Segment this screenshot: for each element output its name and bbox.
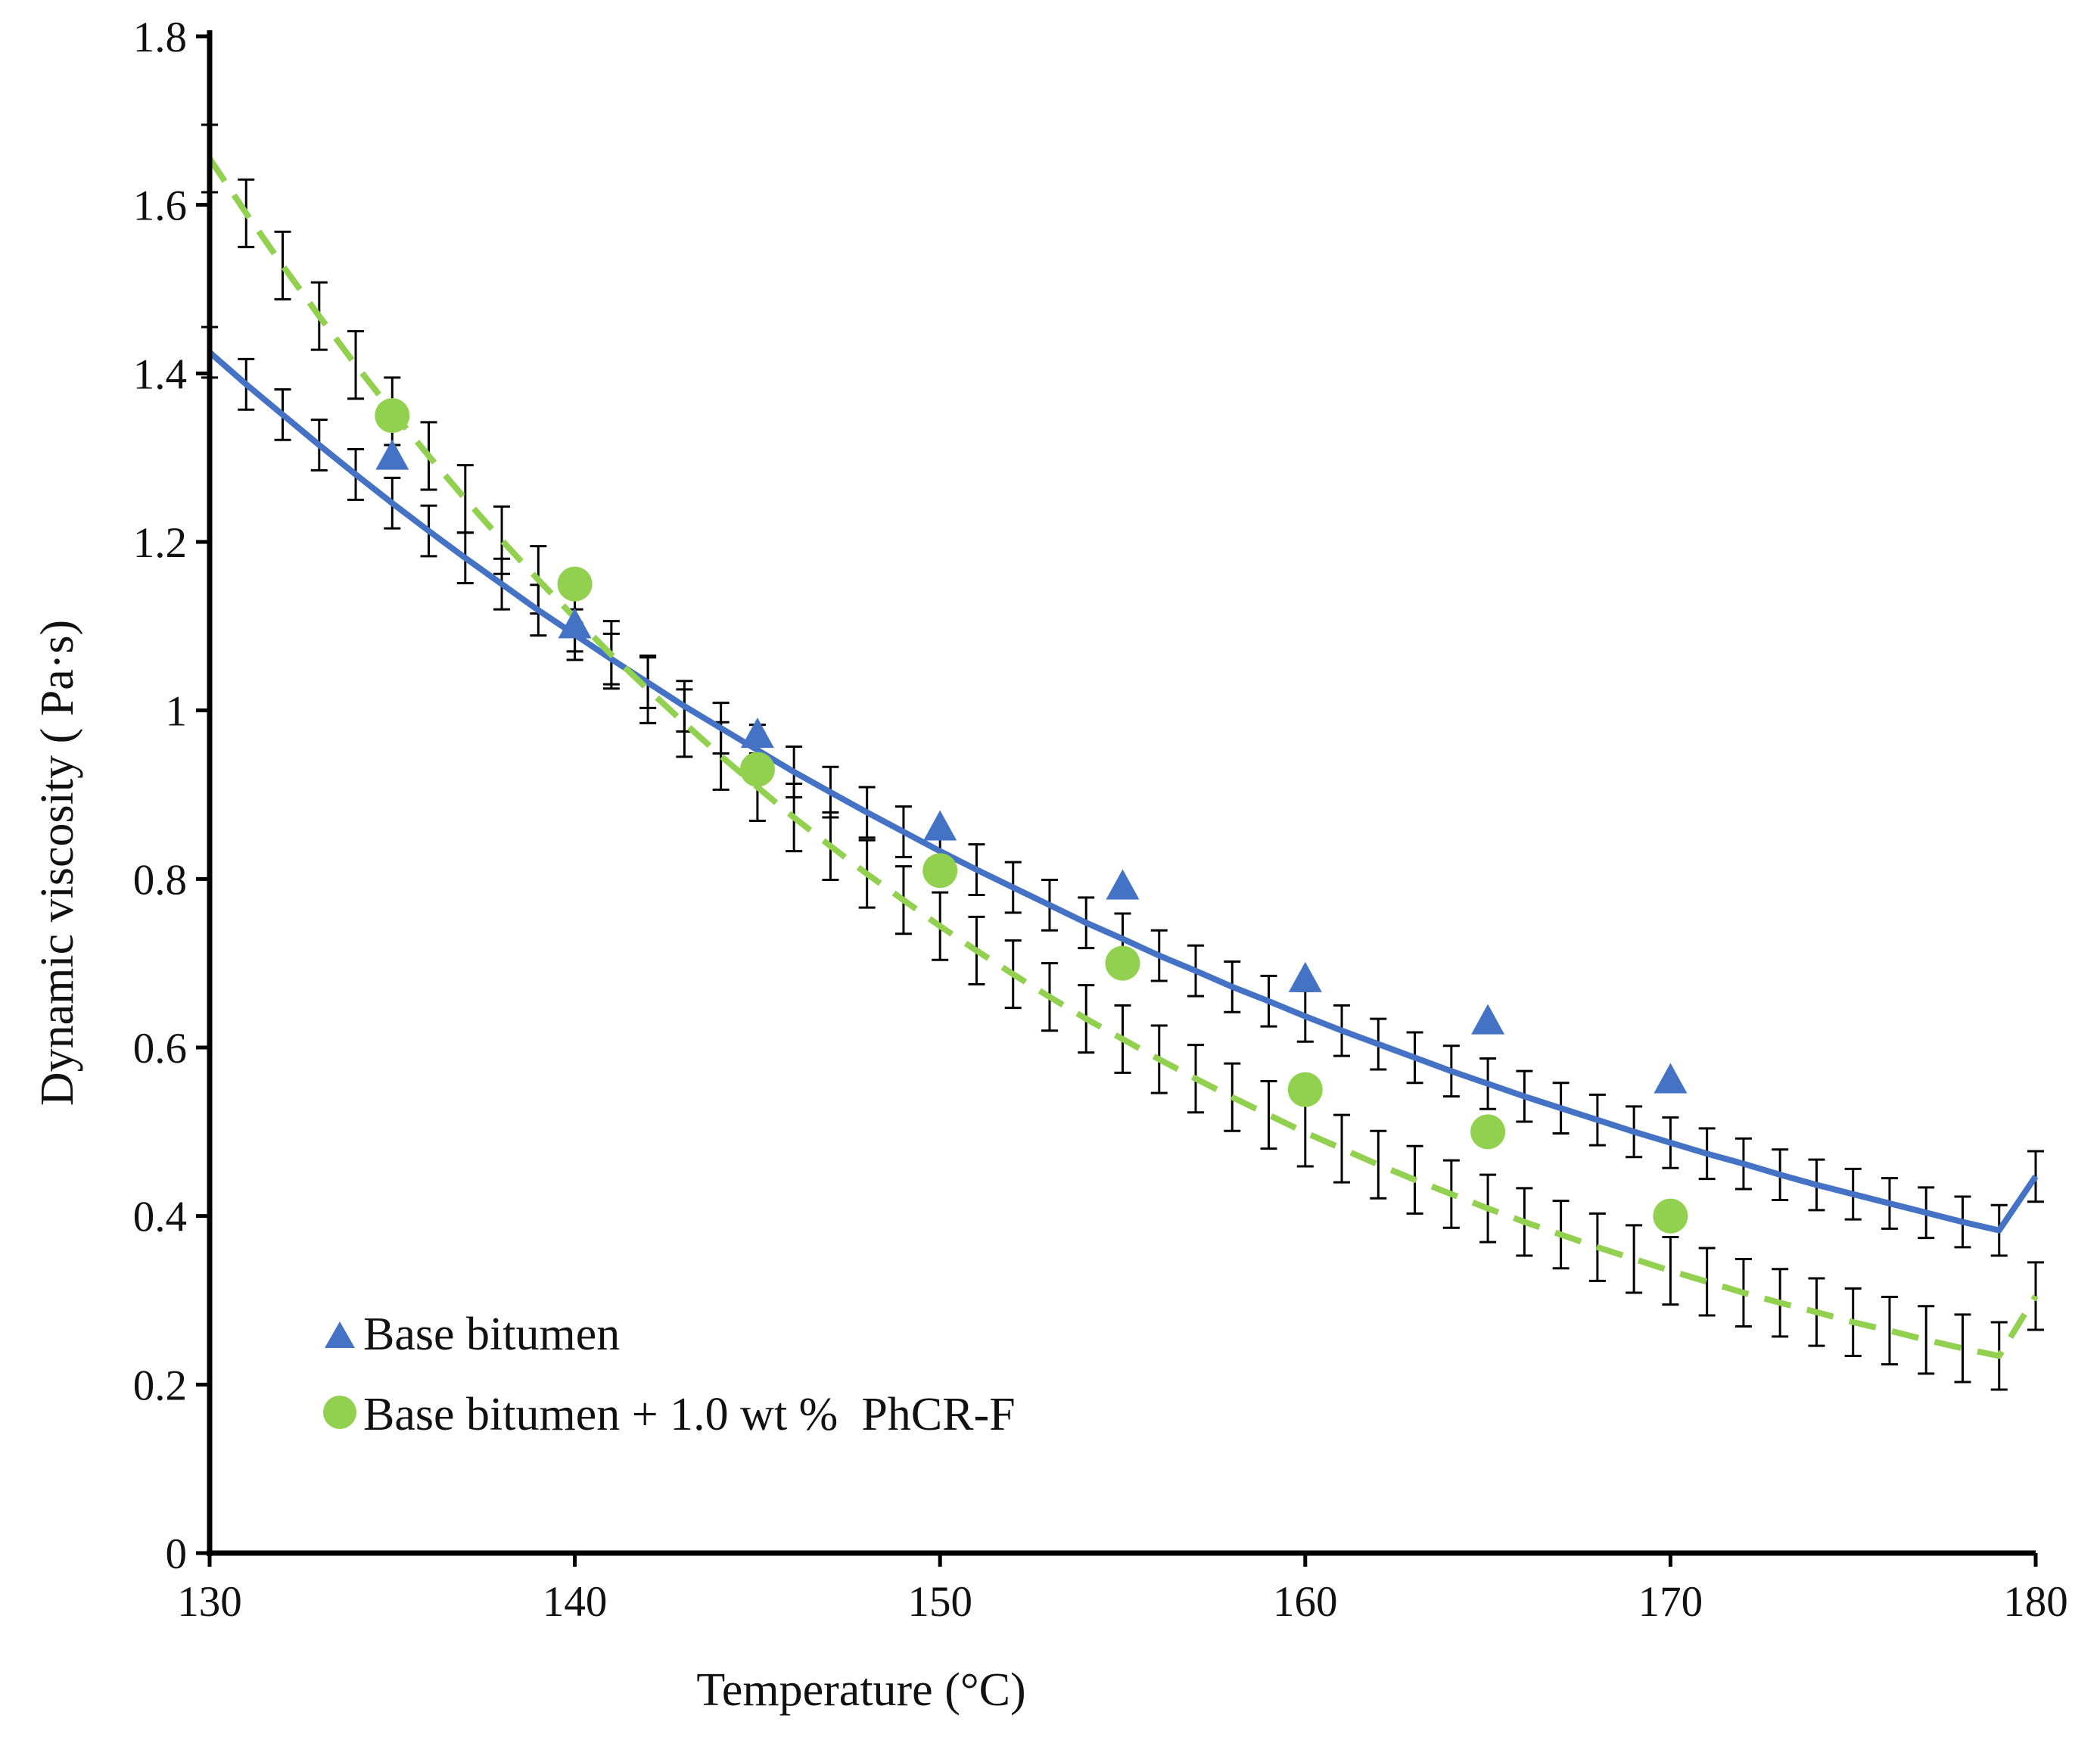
circle-marker-5 (1287, 1072, 1323, 1107)
triangle-marker-7 (1654, 1063, 1688, 1094)
data-markers (375, 398, 1688, 1234)
x-tick-label-0: 130 (177, 1578, 242, 1626)
y-tick-label-0: 0 (166, 1530, 188, 1578)
triangle-marker-1 (558, 608, 592, 639)
x-tick-label-3: 160 (1273, 1578, 1338, 1626)
x-tick-label-4: 170 (1638, 1578, 1703, 1626)
circle-marker-0 (375, 398, 410, 433)
legend-circle-marker (323, 1396, 356, 1429)
error-bar-s1-41 (1698, 1247, 1716, 1317)
error-bar-s1-32 (1370, 1129, 1387, 1200)
error-bar-s1-13 (676, 688, 693, 758)
circle-marker-1 (557, 566, 593, 602)
error-bar-s1-31 (1333, 1113, 1351, 1184)
triangle-marker-3 (923, 810, 957, 841)
triangle-marker-0 (375, 439, 409, 470)
y-tick-label-1: 0.2 (133, 1362, 187, 1409)
legend-triangle-marker (325, 1321, 355, 1348)
y-tick-label-7: 1.4 (133, 350, 187, 398)
circle-marker-6 (1470, 1114, 1506, 1150)
x-tick-label-2: 150 (907, 1578, 972, 1626)
triangle-marker-6 (1471, 1004, 1505, 1035)
circle-marker-4 (1105, 945, 1140, 981)
error-bar-s1-46 (1881, 1296, 1898, 1366)
error-bars (201, 123, 2044, 1391)
triangle-marker-4 (1106, 869, 1140, 900)
error-bar-s1-8 (493, 505, 511, 575)
error-bar-s1-30 (1296, 1097, 1314, 1168)
axes (196, 30, 2038, 1567)
circle-marker-7 (1653, 1198, 1688, 1234)
error-bar-s1-29 (1260, 1080, 1277, 1150)
y-tick-label-3: 0.6 (133, 1025, 187, 1072)
triangle-marker-2 (740, 718, 774, 749)
legend-label-phcr-f: Base bitumen + 1.0 wt % PhCR-F (363, 1389, 1016, 1440)
y-tick-label-4: 0.8 (133, 856, 187, 904)
y-tick-label-6: 1.2 (133, 519, 187, 567)
y-tick-label-5: 1 (166, 688, 188, 736)
x-tick-label-1: 140 (543, 1578, 608, 1626)
fit-lines (207, 157, 2039, 1359)
circle-marker-2 (739, 752, 775, 787)
error-bar-s1-7 (456, 464, 474, 534)
error-bar-s1-48 (1954, 1313, 1971, 1384)
x-tick-label-5: 180 (2003, 1578, 2068, 1626)
error-bar-s1-40 (1662, 1236, 1679, 1306)
tick-labels: 0 0.2 0.4 0.6 0.8 1 1.2 1.4 1.6 1.8 130 140 150 160 17… (133, 14, 2068, 1626)
y-tick-label-9: 1.8 (133, 14, 187, 61)
fit-line-series-1 (207, 157, 2039, 1359)
error-bar-s1-39 (1626, 1224, 1643, 1294)
error-bar-s1-4 (347, 330, 365, 400)
legend-label-base-bitumen: Base bitumen (363, 1309, 620, 1360)
fit-line-series-0 (207, 350, 2039, 1234)
error-bar-s1-47 (1918, 1305, 1935, 1375)
x-axis-title: Temperature (°C) (696, 1664, 1025, 1716)
y-axis-title: Dynamic viscosity ( Pa·s) (32, 620, 83, 1106)
error-bar-s1-12 (639, 654, 657, 724)
y-tick-label-2: 0.4 (133, 1194, 187, 1241)
circle-marker-3 (922, 853, 958, 889)
error-bar-s1-2 (274, 230, 291, 300)
y-tick-label-8: 1.6 (133, 182, 187, 230)
legend: Base bitumen Base bitumen + 1.0 wt % PhC… (323, 1309, 1016, 1440)
triangle-marker-5 (1288, 961, 1322, 992)
